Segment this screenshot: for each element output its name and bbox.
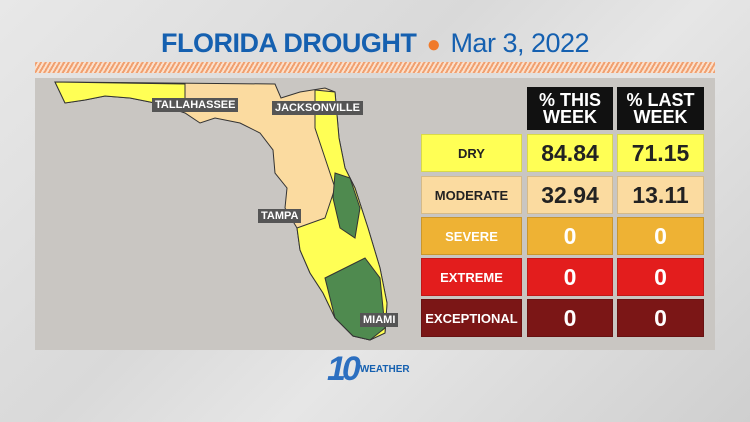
hatched-divider	[35, 62, 715, 73]
city-label-miami: MIAMI	[360, 313, 399, 327]
row-extreme-this-week: 0	[527, 258, 613, 296]
bullet-dot: ●	[426, 31, 441, 58]
row-moderate-label: MODERATE	[421, 176, 522, 214]
row-extreme-last-week: 0	[617, 258, 704, 296]
row-dry-this-week: 84.84	[527, 134, 613, 172]
row-severe-this-week: 0	[527, 217, 613, 255]
city-label-tallahassee: TALLAHASSEE	[152, 98, 239, 112]
row-extreme-label: EXTREME	[421, 258, 522, 296]
row-moderate-last-week: 13.11	[617, 176, 704, 214]
page-title: FLORIDA DROUGHT ● Mar 3, 2022	[160, 28, 590, 58]
row-moderate-this-week: 32.94	[527, 176, 613, 214]
row-severe-label: SEVERE	[421, 217, 522, 255]
header-this-week: % THIS WEEK	[527, 87, 613, 130]
header-last-week: % LAST WEEK	[617, 87, 704, 130]
city-label-jacksonville: JACKSONVILLE	[272, 101, 363, 115]
station-logo: 10 WEATHER	[327, 350, 410, 388]
city-label-tampa: TAMPA	[258, 209, 302, 223]
row-exceptional-last-week: 0	[617, 299, 704, 337]
normal-region	[324, 172, 386, 341]
florida-drought-map	[54, 81, 388, 341]
date: Mar 3, 2022	[450, 28, 590, 58]
row-exceptional-this-week: 0	[527, 299, 613, 337]
row-severe-last-week: 0	[617, 217, 704, 255]
row-dry-label: DRY	[421, 134, 522, 172]
row-dry-last-week: 71.15	[617, 134, 704, 172]
row-exceptional-label: EXCEPTIONAL	[421, 299, 522, 337]
